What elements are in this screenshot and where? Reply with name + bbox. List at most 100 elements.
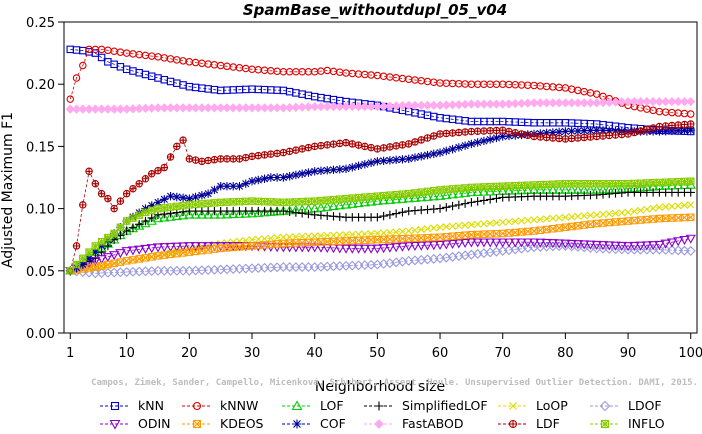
point-fastabod-k94 — [648, 96, 658, 107]
point-odin-k19 — [177, 242, 189, 252]
point-cof-k4 — [84, 254, 94, 263]
point-inflo-k23 — [204, 199, 212, 208]
point-inflo-k97 — [668, 178, 676, 186]
point-knn-k15 — [154, 74, 162, 82]
point-ldf-k98 — [674, 121, 682, 129]
point-cof-k41 — [316, 166, 326, 175]
legend-marker-cof — [292, 419, 302, 429]
point-lof-k58 — [422, 191, 433, 201]
point-fastabod-k7 — [103, 104, 113, 114]
point-loop-k68 — [486, 219, 494, 227]
point-ldf-k70 — [498, 126, 507, 134]
point-inflo-k31 — [254, 197, 263, 206]
point-simplifiedlof-k39 — [304, 209, 313, 219]
point-inflo-k62 — [448, 185, 457, 193]
point-ldf-k91 — [630, 128, 639, 137]
series-line-ldf — [69, 123, 691, 271]
point-inflo-k43 — [329, 195, 338, 204]
point-inflo-k75 — [530, 181, 538, 189]
point-ldf-k50 — [373, 145, 382, 153]
legend-item-ldof: LDOF — [590, 398, 662, 413]
point-inflo-k17 — [166, 203, 175, 211]
point-inflo-k74 — [524, 181, 532, 189]
point-kdeos-k56 — [411, 234, 419, 242]
point-cof-k45 — [341, 164, 351, 173]
point-ldf-k13 — [141, 174, 150, 183]
point-ldf-k48 — [361, 142, 369, 151]
point-loop-k51 — [380, 229, 388, 237]
point-ldof-k89 — [616, 244, 627, 255]
legend-label-loop: LoOP — [536, 398, 568, 413]
point-inflo-k13 — [141, 208, 150, 217]
point-cof-k42 — [323, 166, 332, 175]
point-odin-k49 — [365, 244, 377, 254]
point-inflo-k71 — [505, 182, 513, 190]
point-fastabod-k1 — [65, 104, 75, 114]
point-fastabod-k2 — [71, 104, 82, 114]
point-lof-k56 — [409, 192, 421, 202]
point-inflo-k76 — [536, 180, 545, 189]
point-knnw-k1 — [66, 95, 75, 103]
point-ldf-k42 — [323, 141, 331, 149]
point-inflo-k73 — [517, 181, 526, 190]
point-ldof-k82 — [572, 241, 583, 252]
point-fastabod-k97 — [667, 96, 677, 107]
point-kdeos-k79 — [555, 224, 563, 232]
point-fastabod-k44 — [335, 101, 345, 112]
point-odin-k22 — [196, 242, 208, 252]
point-inflo-k14 — [147, 206, 156, 215]
point-lof-k27 — [228, 209, 239, 219]
legend-marker-knn — [110, 401, 120, 411]
point-inflo-k18 — [173, 202, 181, 211]
point-cof-k81 — [567, 127, 576, 136]
point-inflo-k29 — [242, 197, 250, 206]
legend-label-kdeos: KDEOS — [220, 416, 264, 431]
point-odin-k54 — [397, 242, 408, 252]
point-ldf-k100 — [686, 120, 695, 128]
point-inflo-k66 — [473, 183, 482, 191]
point-ldf-k18 — [173, 142, 181, 151]
point-odin-k10 — [121, 247, 132, 257]
point-fastabod-k32 — [259, 103, 270, 113]
point-odin-k60 — [434, 240, 446, 250]
x-tick-label-40: 40 — [306, 346, 323, 361]
point-odin-k69 — [491, 238, 502, 248]
point-inflo-k64 — [461, 184, 469, 192]
point-odin-k73 — [516, 238, 527, 248]
point-cof-k19 — [178, 193, 188, 203]
point-ldf-k89 — [618, 130, 626, 139]
point-ldof-k95 — [654, 244, 665, 255]
point-cof-k14 — [147, 201, 156, 210]
point-inflo-k7 — [104, 233, 112, 242]
point-ldf-k49 — [367, 143, 375, 152]
point-cof-k26 — [222, 182, 232, 191]
point-knn-k16 — [160, 75, 169, 84]
point-ldf-k76 — [536, 133, 545, 141]
point-lof-k29 — [240, 208, 251, 218]
point-lof-k48 — [359, 197, 370, 207]
point-fastabod-k24 — [209, 103, 220, 113]
point-ldf-k20 — [185, 155, 194, 163]
point-cof-k37 — [291, 170, 301, 180]
point-ldf-k84 — [586, 133, 595, 141]
point-inflo-k15 — [154, 204, 162, 213]
point-loop-k46 — [348, 230, 356, 239]
point-inflo-k50 — [373, 192, 382, 200]
point-cof-k35 — [279, 173, 288, 182]
x-tick-label-100: 100 — [678, 346, 702, 361]
point-cof-k15 — [153, 198, 163, 207]
point-inflo-k96 — [661, 178, 670, 186]
legend-item-simplifiedlof: SimplifiedLOF — [364, 398, 488, 413]
legend-item-knnw: kNNW — [182, 398, 258, 413]
point-lof-k25 — [215, 209, 226, 219]
point-odin-k82 — [572, 240, 584, 250]
point-fastabod-k49 — [366, 101, 376, 112]
point-fastabod-k76 — [535, 98, 545, 108]
point-simplifiedlof-k52 — [385, 210, 395, 220]
point-lof-k66 — [472, 186, 483, 196]
point-simplifiedlof-k13 — [141, 216, 150, 226]
point-odin-k81 — [566, 239, 577, 249]
point-ldf-k6 — [97, 189, 106, 198]
point-odin-k86 — [597, 241, 609, 251]
point-odin-k97 — [666, 238, 678, 248]
